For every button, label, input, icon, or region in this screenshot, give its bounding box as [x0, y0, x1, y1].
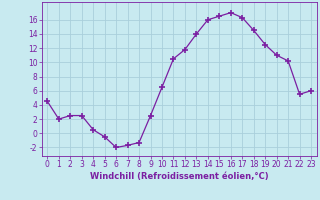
- X-axis label: Windchill (Refroidissement éolien,°C): Windchill (Refroidissement éolien,°C): [90, 172, 268, 181]
